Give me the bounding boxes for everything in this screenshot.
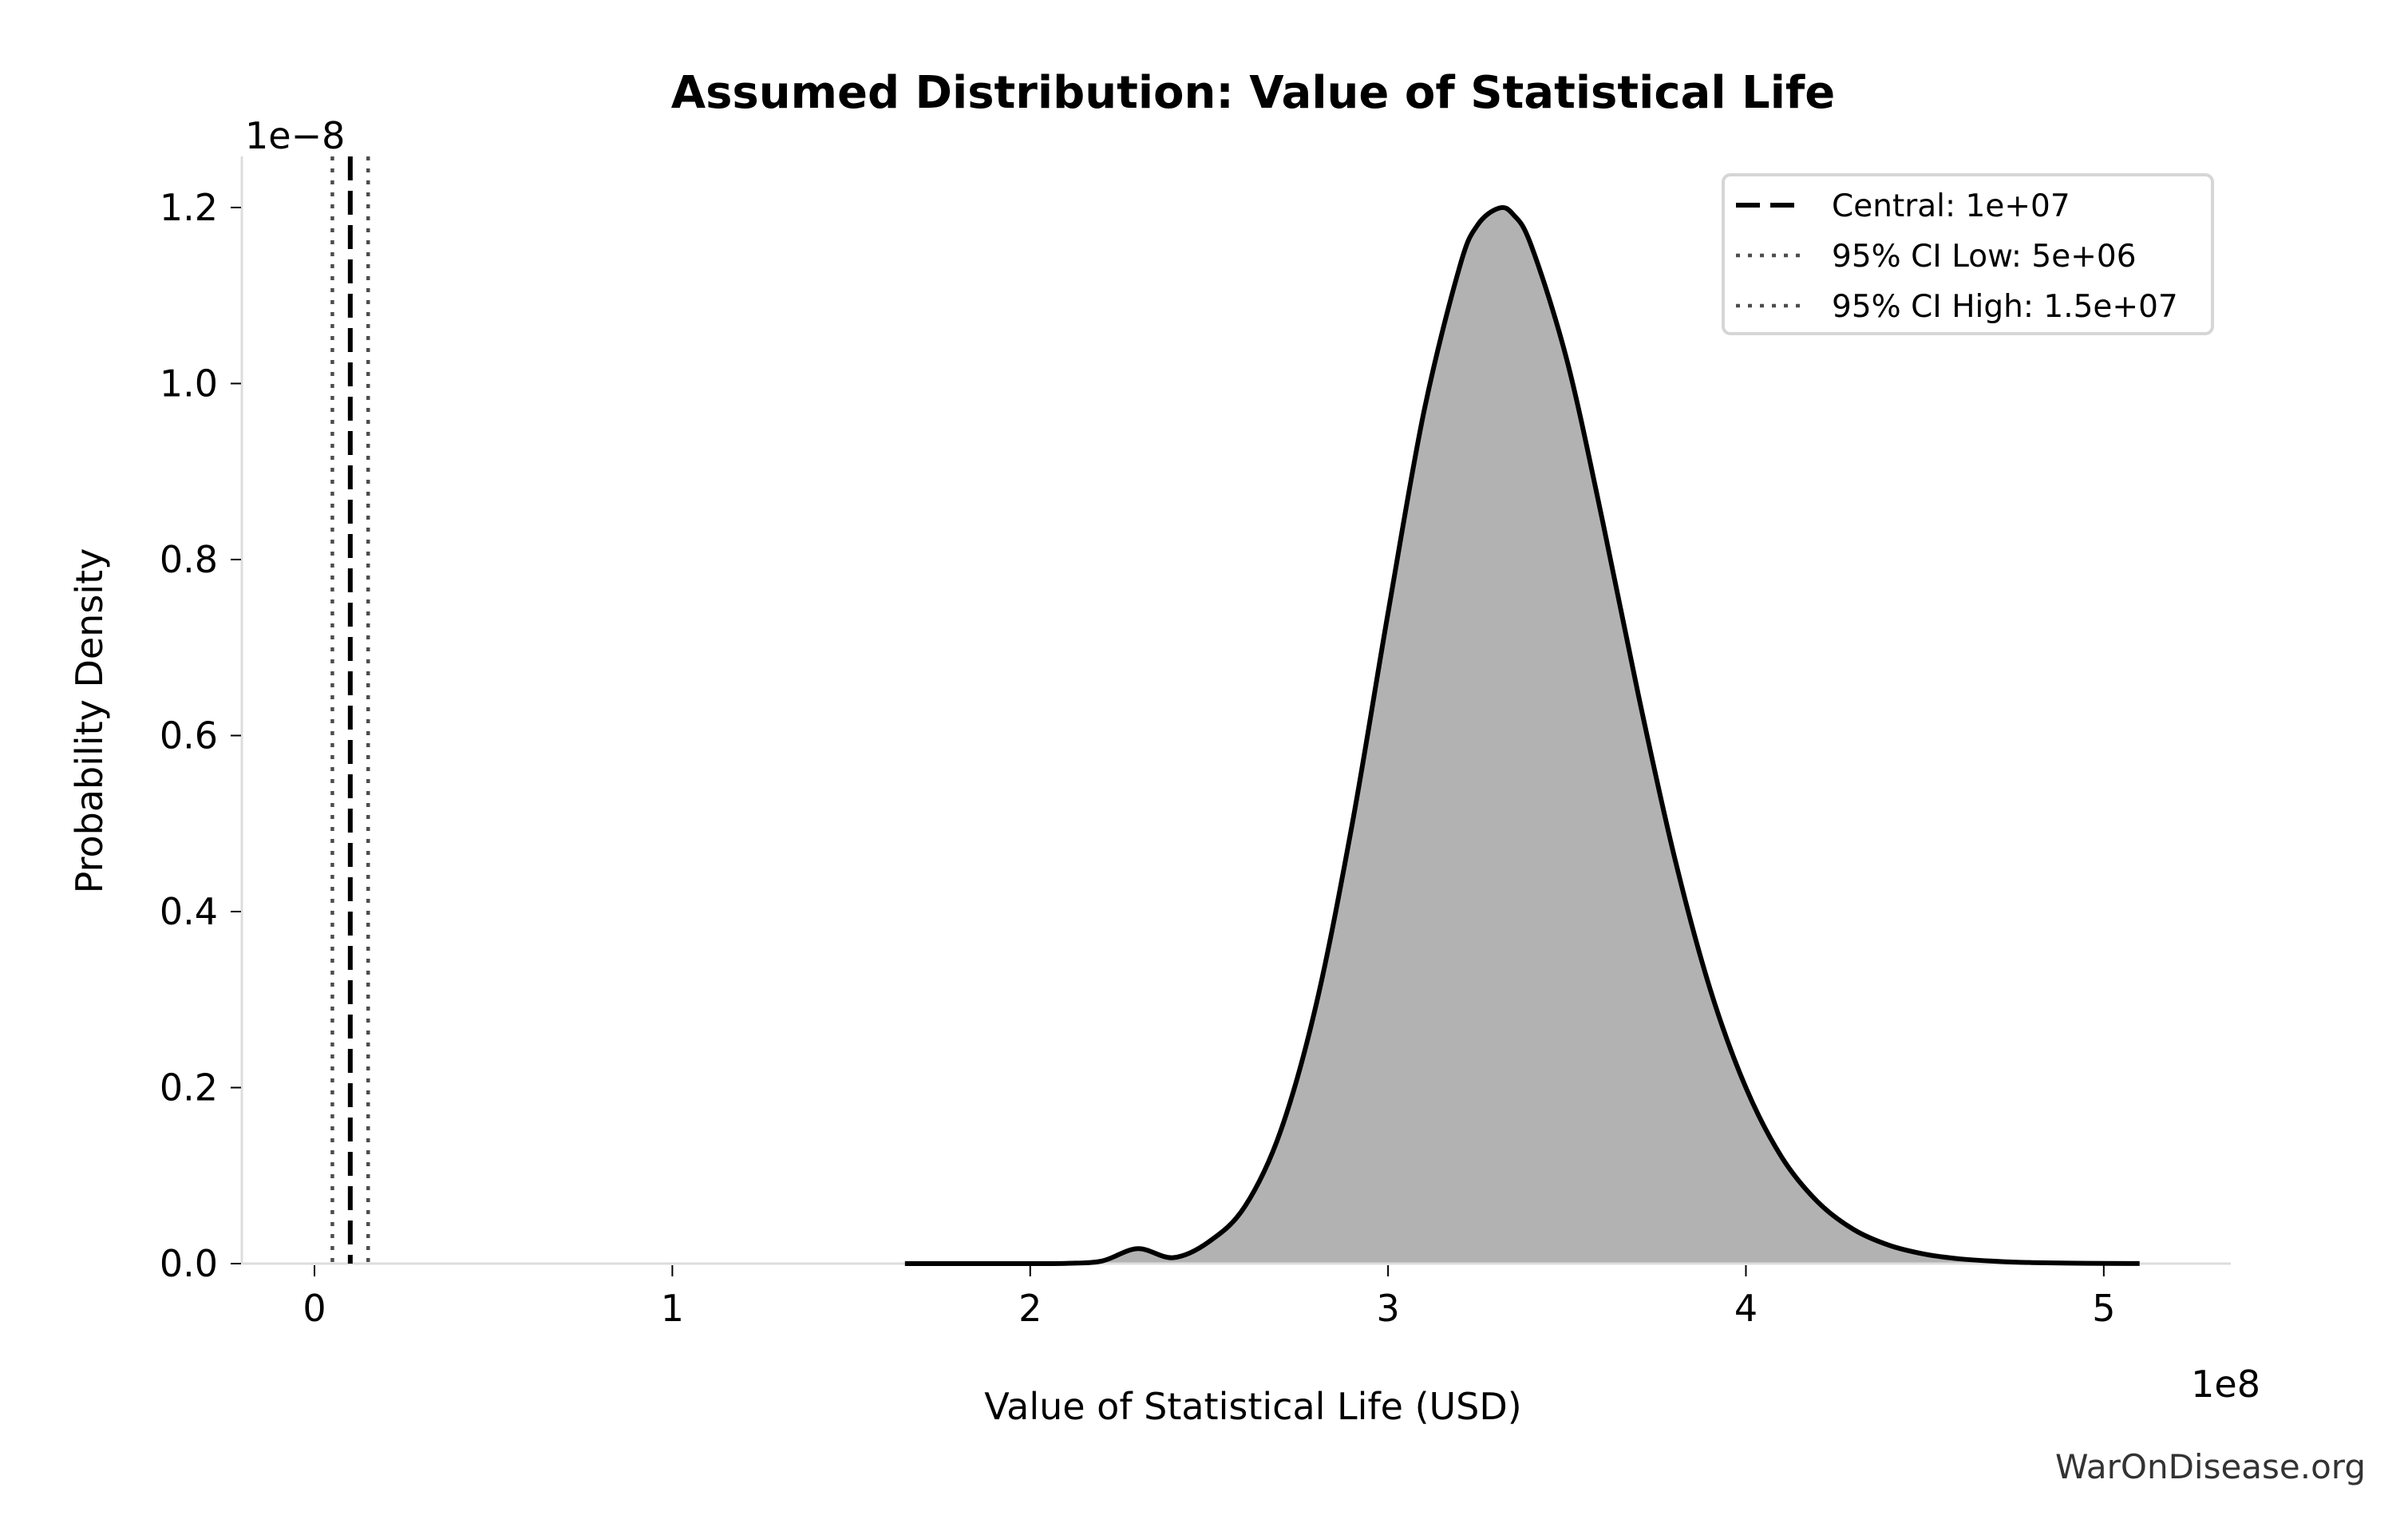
x-axis-ticks: 0 1 2 3 4 5 <box>302 1265 2115 1330</box>
y-tick-label: 0.0 <box>160 1242 218 1285</box>
x-tick-label: 4 <box>1734 1287 1758 1330</box>
x-offset-label: 1e8 <box>2191 1363 2260 1406</box>
y-tick-label: 0.4 <box>160 890 218 933</box>
y-tick-label: 1.0 <box>160 362 218 405</box>
y-tick-label: 0.8 <box>160 538 218 581</box>
y-tick-label: 0.6 <box>160 714 218 757</box>
legend: Central: 1e+07 95% CI Low: 5e+06 95% CI … <box>1722 173 2214 335</box>
density-area-fill <box>904 207 2140 1264</box>
density-curve <box>904 204 2140 1266</box>
x-axis-label: Value of Statistical Life (USD) <box>984 1385 1522 1428</box>
legend-frame <box>1722 173 2214 335</box>
legend-entry-ci-low: 95% CI Low: 5e+06 <box>1736 239 2137 275</box>
x-tick-label: 5 <box>2092 1287 2115 1330</box>
x-tick-label: 1 <box>661 1287 684 1330</box>
plot-area: 0 1 2 3 4 5 0.0 0.2 0.4 0.6 0.8 1.0 1.2 <box>160 156 2231 1330</box>
legend-label-ci-low: 95% CI Low: 5e+06 <box>1832 239 2137 275</box>
watermark: WarOnDisease.org <box>2055 1447 2366 1486</box>
chart-title: Assumed Distribution: Value of Statistic… <box>671 67 1836 119</box>
y-offset-label: 1e−8 <box>245 114 345 157</box>
x-tick-label: 3 <box>1376 1287 1399 1330</box>
x-tick-label: 0 <box>302 1287 326 1330</box>
x-tick-label: 2 <box>1018 1287 1042 1330</box>
legend-entry-central: Central: 1e+07 <box>1736 188 2070 224</box>
y-tick-label: 1.2 <box>160 186 218 229</box>
legend-label-ci-high: 95% CI High: 1.5e+07 <box>1832 289 2178 325</box>
y-axis-ticks: 0.0 0.2 0.4 0.6 0.8 1.0 1.2 <box>160 186 241 1285</box>
y-tick-label: 0.2 <box>160 1066 218 1109</box>
legend-label-central: Central: 1e+07 <box>1832 188 2070 224</box>
y-axis-label: Probability Density <box>68 548 111 894</box>
legend-entry-ci-high: 95% CI High: 1.5e+07 <box>1736 289 2178 325</box>
reference-lines <box>330 156 370 1264</box>
